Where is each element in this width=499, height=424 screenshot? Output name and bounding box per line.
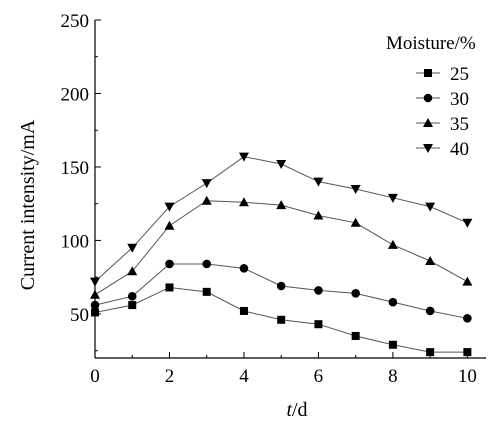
- x-tick-label: 10: [458, 366, 477, 387]
- data-point: [202, 287, 211, 296]
- legend-marker: [423, 144, 433, 153]
- data-point: [127, 266, 138, 276]
- x-tick-label: 0: [90, 366, 100, 387]
- data-point: [90, 277, 100, 287]
- data-point: [387, 239, 398, 249]
- legend-item-40: 40: [416, 139, 469, 160]
- data-point: [90, 289, 100, 299]
- data-point: [238, 197, 249, 207]
- data-point: [201, 179, 212, 189]
- data-point: [276, 200, 287, 210]
- data-point: [313, 210, 324, 220]
- data-point: [313, 177, 324, 187]
- data-point: [387, 193, 398, 203]
- data-point: [350, 217, 361, 227]
- x-tick-label: 6: [314, 366, 324, 387]
- data-point: [276, 160, 287, 170]
- data-point: [127, 291, 137, 301]
- series-layer: [90, 152, 473, 357]
- x-axis-title-variable: t: [286, 399, 292, 421]
- series-35: [90, 195, 473, 299]
- y-tick-label: 150: [61, 158, 90, 179]
- series-line: [94, 263, 468, 319]
- data-point: [463, 348, 472, 357]
- data-point: [239, 264, 249, 273]
- series-40: [90, 152, 473, 287]
- data-point: [351, 289, 360, 298]
- legend-item-25: 25: [416, 64, 469, 85]
- legend-title: Moisture/%: [386, 33, 476, 54]
- data-point: [351, 331, 360, 340]
- data-point: [463, 314, 472, 323]
- data-point: [202, 259, 212, 269]
- x-axis-title-unit: /d: [292, 399, 308, 421]
- data-point: [388, 340, 397, 349]
- data-point: [90, 300, 100, 310]
- series-line: [94, 156, 468, 282]
- legend-marker: [424, 69, 432, 77]
- data-point: [91, 308, 99, 317]
- legend-label: 40: [450, 139, 469, 160]
- legend-marker: [423, 93, 433, 103]
- legend-label: 25: [450, 64, 469, 85]
- data-point: [426, 348, 435, 357]
- series-25: [91, 283, 472, 357]
- y-tick-label: 50: [70, 305, 89, 326]
- x-axis-title: t/d: [286, 399, 307, 421]
- data-point: [314, 286, 323, 295]
- data-point: [165, 283, 174, 292]
- series-30: [90, 259, 472, 323]
- data-point: [128, 301, 137, 310]
- data-point: [165, 259, 174, 269]
- data-point: [462, 276, 473, 286]
- x-tick-label: 2: [165, 366, 175, 387]
- data-point: [127, 243, 138, 253]
- data-point: [239, 306, 248, 315]
- data-point: [425, 256, 436, 266]
- y-tick-label: 200: [61, 84, 90, 105]
- data-point: [201, 195, 212, 205]
- y-axis-title: Current intensity/mA: [17, 119, 39, 290]
- data-point: [388, 297, 398, 307]
- data-point: [277, 315, 286, 324]
- y-tick-label: 250: [61, 11, 90, 32]
- x-tick-label: 4: [239, 366, 249, 387]
- legend-item-35: 35: [416, 114, 469, 135]
- data-point: [314, 320, 323, 329]
- legend-label: 35: [450, 114, 469, 135]
- data-point: [164, 220, 175, 230]
- legend-marker: [423, 118, 433, 127]
- legend-item-30: 30: [416, 89, 469, 110]
- data-point: [164, 202, 175, 212]
- legend: Moisture/% 25 30 35 40: [386, 33, 476, 160]
- data-point: [238, 152, 249, 162]
- y-tick-label: 100: [61, 231, 90, 252]
- axis-ticks: 0 2 4 6 8 10 50 100 150 200 250: [61, 11, 477, 387]
- x-tick-label: 8: [388, 366, 398, 387]
- legend-label: 30: [450, 89, 469, 110]
- data-point: [425, 202, 436, 212]
- data-point: [350, 185, 361, 194]
- data-point: [425, 306, 435, 316]
- data-point: [276, 281, 286, 291]
- data-point: [462, 218, 473, 228]
